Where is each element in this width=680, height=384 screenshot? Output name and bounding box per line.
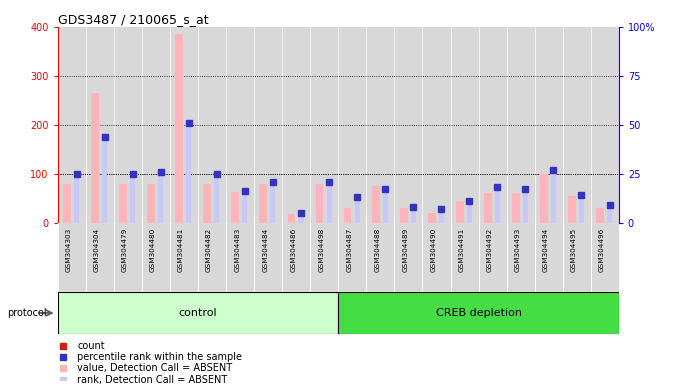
Bar bbox=[186, 123, 191, 223]
Bar bbox=[596, 208, 604, 223]
Text: GSM304494: GSM304494 bbox=[543, 228, 549, 273]
Bar bbox=[74, 174, 79, 223]
Bar bbox=[102, 137, 107, 223]
Bar bbox=[512, 194, 520, 223]
Text: GSM304479: GSM304479 bbox=[122, 228, 128, 273]
Text: CREB depletion: CREB depletion bbox=[436, 308, 522, 318]
Bar bbox=[271, 182, 275, 223]
Bar bbox=[339, 292, 619, 334]
Text: GDS3487 / 210065_s_at: GDS3487 / 210065_s_at bbox=[58, 13, 209, 26]
Bar bbox=[242, 191, 248, 223]
Text: percentile rank within the sample: percentile rank within the sample bbox=[78, 352, 243, 362]
Text: rank, Detection Call = ABSENT: rank, Detection Call = ABSENT bbox=[78, 375, 228, 384]
Bar bbox=[372, 186, 379, 223]
Bar bbox=[400, 208, 407, 223]
Bar bbox=[354, 197, 360, 223]
Text: GSM304488: GSM304488 bbox=[375, 228, 380, 273]
Text: GSM304487: GSM304487 bbox=[346, 228, 352, 273]
Text: control: control bbox=[179, 308, 218, 318]
Bar bbox=[260, 184, 267, 223]
Bar bbox=[231, 192, 239, 223]
Bar bbox=[568, 196, 576, 223]
Text: GSM304496: GSM304496 bbox=[599, 228, 605, 273]
Bar bbox=[439, 209, 444, 223]
Bar bbox=[58, 292, 339, 334]
Bar bbox=[214, 174, 220, 223]
Bar bbox=[551, 170, 556, 223]
Bar bbox=[316, 184, 324, 223]
Bar bbox=[203, 184, 211, 223]
Bar bbox=[607, 205, 612, 223]
Bar bbox=[158, 172, 163, 223]
Bar bbox=[175, 34, 183, 223]
Bar bbox=[466, 201, 472, 223]
Text: GSM304490: GSM304490 bbox=[430, 228, 437, 273]
Text: protocol: protocol bbox=[7, 308, 46, 318]
Bar bbox=[130, 174, 135, 223]
Bar bbox=[428, 213, 436, 223]
Text: value, Detection Call = ABSENT: value, Detection Call = ABSENT bbox=[78, 363, 233, 373]
Bar bbox=[484, 194, 492, 223]
Bar bbox=[148, 184, 155, 223]
Bar bbox=[383, 189, 388, 223]
Bar bbox=[91, 93, 99, 223]
Bar bbox=[63, 184, 71, 223]
Bar bbox=[343, 208, 352, 223]
Text: GSM304303: GSM304303 bbox=[66, 228, 72, 273]
Text: GSM304498: GSM304498 bbox=[318, 228, 324, 273]
Text: GSM304480: GSM304480 bbox=[150, 228, 156, 273]
Bar bbox=[495, 187, 500, 223]
Bar bbox=[299, 213, 303, 223]
Text: GSM304481: GSM304481 bbox=[178, 228, 184, 273]
Bar bbox=[119, 184, 127, 223]
Text: GSM304304: GSM304304 bbox=[94, 228, 100, 273]
Text: GSM304493: GSM304493 bbox=[515, 228, 521, 273]
Bar bbox=[326, 182, 332, 223]
Bar bbox=[411, 207, 415, 223]
Text: GSM304492: GSM304492 bbox=[487, 228, 492, 273]
Text: GSM304489: GSM304489 bbox=[403, 228, 409, 273]
Text: count: count bbox=[78, 341, 105, 351]
Text: GSM304491: GSM304491 bbox=[458, 228, 464, 273]
Bar bbox=[540, 174, 548, 223]
Text: GSM304482: GSM304482 bbox=[206, 228, 212, 273]
Bar bbox=[579, 195, 584, 223]
Text: GSM304486: GSM304486 bbox=[290, 228, 296, 273]
Bar bbox=[288, 214, 295, 223]
Text: GSM304495: GSM304495 bbox=[571, 228, 577, 273]
Text: GSM304483: GSM304483 bbox=[234, 228, 240, 273]
Bar bbox=[456, 201, 464, 223]
Text: GSM304484: GSM304484 bbox=[262, 228, 268, 273]
Bar bbox=[523, 189, 528, 223]
